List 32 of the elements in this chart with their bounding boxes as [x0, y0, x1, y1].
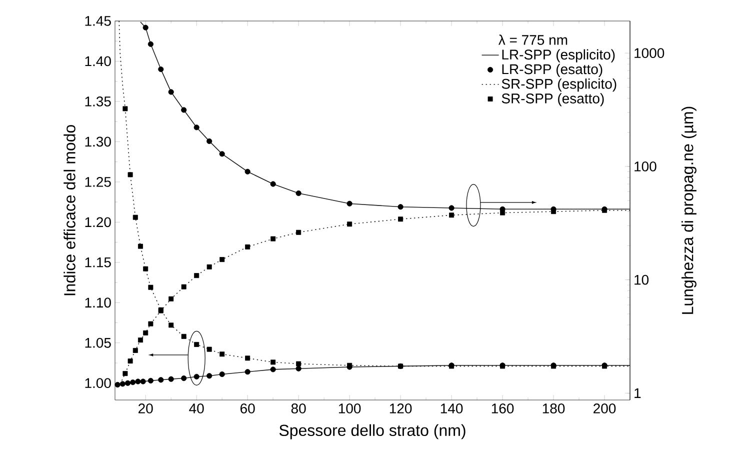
x-tick-label: 180: [542, 404, 565, 414]
x-tick-label: 120: [390, 404, 412, 414]
legend-label: LR-SPP (esatto): [502, 64, 602, 77]
y-tick-label: 1.15: [85, 258, 111, 268]
x-tick-label: 20: [138, 404, 153, 414]
x-tick-label: 100: [338, 404, 361, 414]
legend-label: LR-SPP (esplicito): [502, 49, 615, 62]
x-tick-label: 80: [291, 404, 306, 414]
y-tick-label: 1.45: [85, 16, 111, 26]
x-tick-label: 40: [189, 404, 204, 414]
y-tick-label: 1.30: [85, 136, 111, 147]
y-tick-label: 1.10: [85, 298, 111, 308]
x-tick-label: 200: [594, 404, 616, 414]
y2-tick-label: 1: [634, 388, 641, 398]
y-axis-title: Indice efficace del modo: [64, 125, 76, 296]
y-tick-label: 1.25: [85, 176, 111, 187]
x-tick-label: 140: [440, 404, 463, 414]
y2-tick-label: 100: [634, 161, 656, 172]
y-tick-label: 1.00: [85, 378, 111, 388]
y2-tick-label: 10: [634, 274, 649, 285]
y-tick-label: 1.05: [85, 338, 111, 348]
x-axis-title: Spessore dello strato (nm): [279, 424, 466, 440]
x-tick-label: 160: [492, 404, 514, 414]
y-tick-label: 1.20: [85, 217, 111, 228]
x-tick-label: 60: [240, 404, 255, 414]
y-tick-label: 1.35: [85, 96, 111, 106]
y2-tick-label: 1000: [634, 48, 664, 58]
y2-axis-title: Lunghezza di propag.ne (µm): [682, 106, 696, 314]
y-tick-label: 1.40: [85, 56, 111, 66]
legend-label: SR-SPP (esatto): [502, 93, 604, 106]
legend-title: λ = 775 nm: [498, 34, 568, 45]
legend-label: SR-SPP (esplicito): [502, 78, 616, 92]
